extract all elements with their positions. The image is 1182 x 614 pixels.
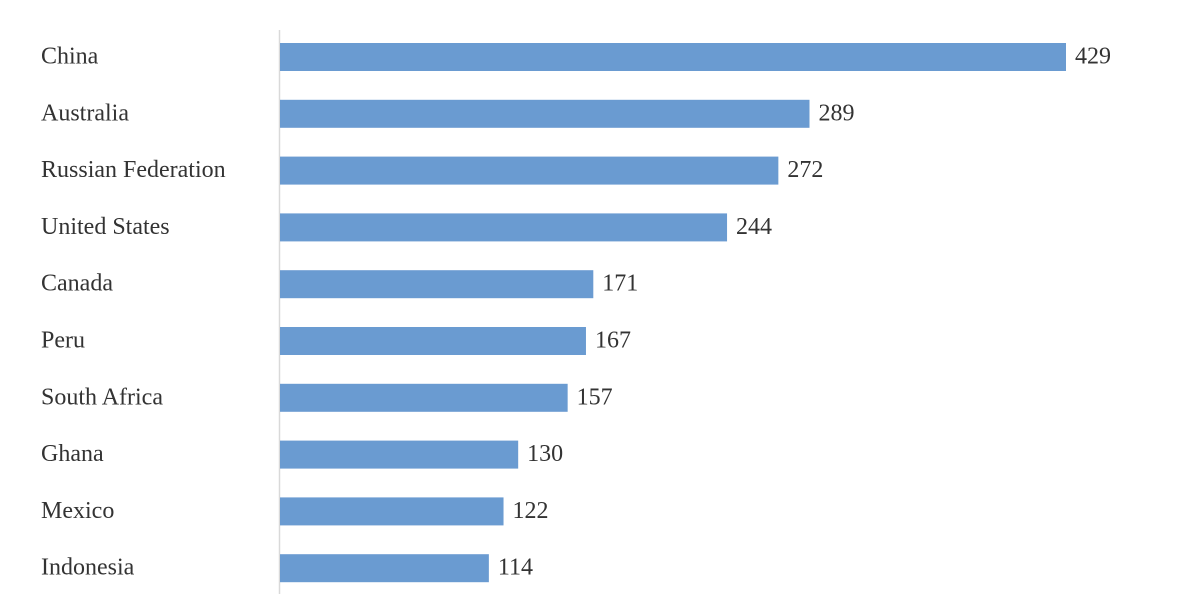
data-label: 157 [577,384,613,410]
data-label: 429 [1075,44,1111,70]
category-label: Ghana [41,441,104,467]
category-label: Mexico [41,498,114,524]
category-label: United States [41,214,170,240]
category-label: Australia [41,100,129,126]
data-label: 122 [513,498,549,524]
category-label: Russian Federation [41,157,226,183]
category-label: Peru [41,328,85,354]
bar [280,554,489,583]
bar [280,440,519,469]
bar [280,383,568,412]
bar [280,99,810,128]
category-label: Indonesia [41,555,135,581]
bar [280,327,586,355]
category-label: Canada [41,271,113,297]
data-label: 130 [527,441,563,467]
bar [280,270,594,299]
category-label: China [41,44,99,70]
data-label: 114 [498,555,533,581]
bar [280,213,728,242]
bar [280,43,1066,71]
data-label: 171 [602,271,638,297]
data-label: 167 [595,328,631,354]
bar [280,156,779,185]
data-label: 272 [787,157,823,183]
bar [280,497,504,526]
data-label: 289 [818,100,854,126]
data-label: 244 [736,214,772,240]
category-label: South Africa [41,384,163,410]
